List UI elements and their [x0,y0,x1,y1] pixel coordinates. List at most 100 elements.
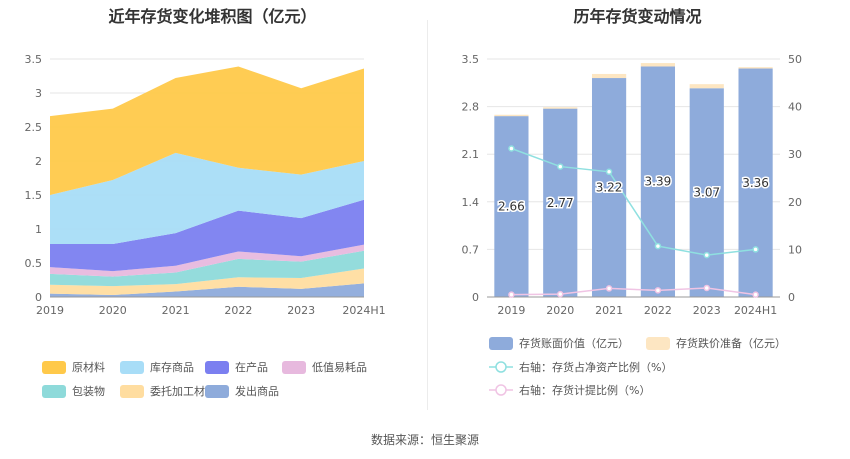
x-tick-label: 2024H1 [734,304,777,317]
bar-impairment-reserve [494,114,529,117]
line-provision-ratio-point [557,290,564,298]
bar-impairment-reserve [543,107,578,109]
y2-tick-label: 20 [788,196,802,209]
line-provision-ratio [511,287,756,296]
bar-impairment-reserve [738,67,773,69]
legend-swatch [489,337,513,350]
x-tick-label: 2019 [497,304,525,317]
bar-impairment-reserve [640,63,676,67]
area-低值易耗品 [50,244,364,277]
bar-impairment-reserve [689,84,724,89]
legend-swatch [205,361,229,374]
left-chart-title: 近年存货变化堆积图（亿元） [108,7,317,26]
legend-label: 右轴：存货计提比例（%） [519,383,650,397]
bar-book-value [543,108,578,297]
legend-marker [495,384,507,396]
right-legend: 存货账面价值（亿元） 存货跌价准备（亿元） 右轴：存货占净资产比例（%） 右轴：存货计… [489,336,786,397]
legend-label: 存货账面价值（亿元） [519,336,629,350]
bar-value-label: 3.36 [742,176,769,190]
y-tick-label: 0.5 [25,257,43,270]
legend-marker [495,361,507,373]
bar-book-value [640,66,676,297]
legend-label: 发出商品 [235,384,279,398]
x-tick-label: 2024H1 [342,304,385,317]
line-provision-ratio-point [654,287,662,294]
line-inventory-ratio [511,147,756,256]
y-tick-label: 1.5 [25,189,43,202]
line-provision-ratio-point [508,291,515,298]
line-inventory-ratio-point [508,145,515,152]
inventory-bar-line-chart: 0 0.7 1.4 2.1 2.8 3.5 0 10 20 30 40 50 2019 2020 2021 2… [462,53,803,317]
y-tick-label: 1 [35,223,42,236]
bar-book-value [689,88,724,298]
bar-value-label: 3.39 [645,175,672,189]
line-inventory-ratio-point [605,168,613,176]
line-provision-ratio-point [605,285,613,292]
y-tick-label: 2.5 [25,121,43,134]
legend-label: 存货跌价准备（亿元） [676,336,786,350]
x-tick-label: 2019 [36,304,64,317]
line-provision-ratio-point [703,284,710,292]
y2-tick-label: 0 [788,291,795,304]
legend-swatch [646,337,670,350]
line-inventory-ratio-point [557,163,564,170]
line-inventory-ratio-point [752,246,759,253]
bar-value-label: 3.07 [693,186,720,200]
y-tick-label: 2.8 [462,101,480,114]
bar-impairment-reserve [591,73,627,79]
area-原材料 [50,66,364,195]
y-tick-label: 0 [472,291,479,304]
y-tick-label: 3 [35,87,42,100]
y-tick-label: 1.4 [462,196,480,209]
y2-tick-label: 10 [788,243,802,256]
y-tick-label: 3.5 [25,53,43,66]
area-库存商品 [50,152,364,244]
y-tick-label: 2 [35,155,42,168]
legend-swatch [120,385,144,398]
x-tick-label: 2023 [287,304,315,317]
bar-value-label: 2.77 [547,196,574,210]
x-tick-label: 2022 [644,304,672,317]
stacked-area-chart: 0 0.5 1 1.5 2 2.5 3 3.5 2019 2020 2021 2022 2023 2024… [25,53,386,317]
x-tick-label: 2020 [546,304,574,317]
legend-swatch [282,361,306,374]
line-inventory-ratio-point [703,251,710,259]
x-tick-label: 2022 [224,304,252,317]
y2-tick-label: 30 [788,148,802,161]
area-包装物 [50,250,364,287]
y2-tick-label: 40 [788,101,802,114]
x-tick-label: 2021 [162,304,190,317]
bar-value-label: 2.66 [498,200,525,214]
panel-divider [427,20,428,410]
legend-label: 右轴：存货占净资产比例（%） [519,360,672,374]
legend-swatch [120,361,144,374]
legend-label: 低值易耗品 [312,361,367,374]
line-provision-ratio-point [752,291,759,298]
legend-swatch [42,361,66,374]
x-tick-label: 2023 [693,304,721,317]
x-tick-label: 2021 [595,304,623,317]
legend-label: 委托加工材料 [150,384,216,398]
legend-label: 在产品 [235,360,268,374]
y-tick-label: 0.7 [462,243,480,256]
right-chart-title: 历年存货变动情况 [573,7,702,26]
y-tick-label: 2.1 [462,148,480,161]
area-委托加工材料 [50,268,364,295]
legend-label: 原材料 [72,360,105,374]
y-tick-label: 3.5 [462,53,480,66]
line-inventory-ratio-point [654,242,662,250]
y-tick-label: 0 [35,291,42,304]
x-tick-label: 2020 [99,304,127,317]
data-source: 数据来源：恒生聚源 [370,433,479,447]
legend-swatch [205,385,229,398]
legend-swatch [42,385,66,398]
bar-book-value [591,78,627,297]
legend-label: 库存商品 [150,360,194,374]
y2-tick-label: 50 [788,53,802,66]
area-发出商品 [50,283,364,297]
legend-label: 包装物 [72,384,105,398]
bar-value-label: 3.22 [596,181,623,195]
area-在产品 [50,199,364,272]
